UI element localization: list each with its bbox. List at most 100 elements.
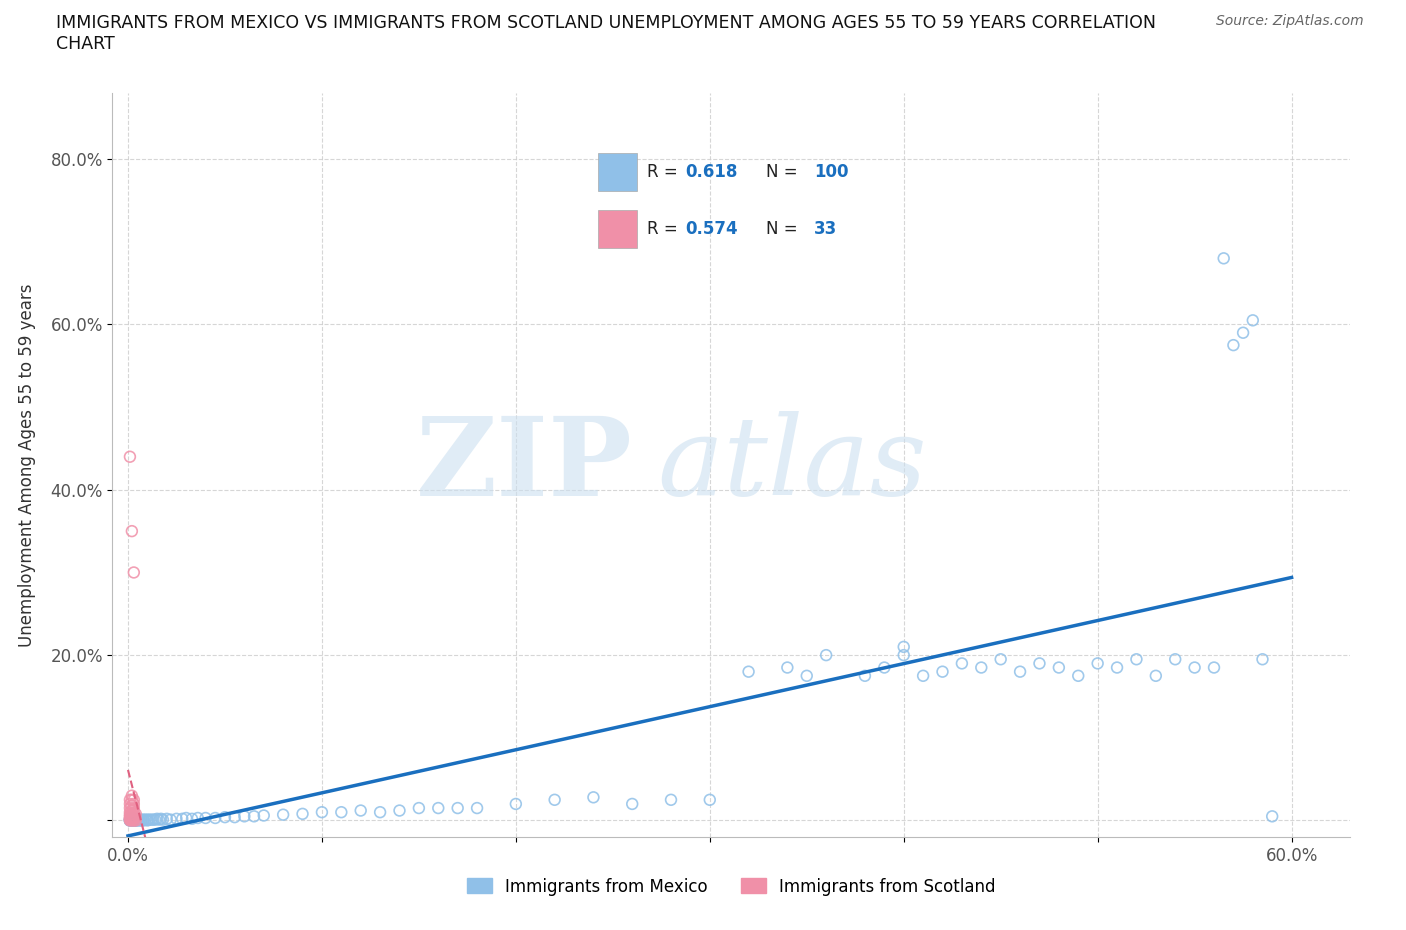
Point [156,811,179,826]
Point [122,813,145,828]
Point [893,640,915,655]
Point [853,669,876,684]
Point [166,811,188,826]
Point [125,813,148,828]
Point [121,804,143,818]
Point [505,796,527,811]
Point [873,660,896,675]
Point [118,812,141,827]
Point [122,804,145,819]
Point [121,812,143,827]
Point [1144,669,1167,684]
Point [148,812,170,827]
Point [1087,656,1109,671]
Point [125,813,148,828]
Point [118,813,141,828]
Point [582,790,605,804]
Point [152,812,174,827]
Point [893,647,915,662]
Point [1028,656,1050,671]
Point [970,660,993,675]
Point [1184,660,1206,675]
Point [118,449,141,464]
Point [174,811,197,826]
Point [543,792,565,807]
Point [122,813,145,828]
Point [122,811,145,826]
Point [122,807,145,822]
Point [181,811,204,826]
Point [172,811,194,826]
Point [737,664,759,679]
Point [912,669,935,684]
Point [465,801,488,816]
Point [118,801,141,816]
Point [122,813,145,828]
Point [990,652,1012,667]
Point [131,812,153,827]
Point [950,656,973,671]
Point [427,801,450,816]
Point [121,792,143,807]
Point [118,813,141,828]
Point [118,796,141,811]
Point [131,813,153,828]
Point [125,812,148,827]
Point [1212,251,1234,266]
Point [214,810,236,825]
Point [159,812,181,827]
Point [621,796,644,811]
Text: IMMIGRANTS FROM MEXICO VS IMMIGRANTS FROM SCOTLAND UNEMPLOYMENT AMONG AGES 55 TO: IMMIGRANTS FROM MEXICO VS IMMIGRANTS FRO… [56,14,1156,32]
Point [368,804,391,819]
Point [118,809,141,824]
Point [121,813,143,828]
Point [121,813,143,828]
Point [796,669,818,684]
Legend: Immigrants from Mexico, Immigrants from Scotland: Immigrants from Mexico, Immigrants from … [467,878,995,896]
Point [271,807,294,822]
Point [122,811,145,826]
Point [1202,660,1225,675]
Point [121,811,143,826]
Point [1232,326,1254,340]
Point [136,813,159,828]
Point [330,804,353,819]
Point [136,812,159,827]
Text: Source: ZipAtlas.com: Source: ZipAtlas.com [1216,14,1364,28]
Point [141,812,163,827]
Point [134,812,156,827]
Point [118,813,141,828]
Point [447,801,470,816]
Point [122,801,145,816]
Point [187,811,209,826]
Point [142,812,165,827]
Point [194,811,217,826]
Point [118,811,141,826]
Point [815,647,838,662]
Point [121,524,143,538]
Point [388,804,411,818]
Point [122,810,145,825]
Point [118,807,141,822]
Point [125,806,148,821]
Point [118,792,141,807]
Point [1251,652,1274,667]
Point [149,811,172,826]
Point [122,812,145,827]
Point [125,812,148,827]
Point [204,811,226,826]
Point [931,664,953,679]
Point [1010,664,1032,679]
Point [143,812,166,827]
Point [121,798,143,813]
Point [291,806,314,821]
Point [138,812,160,827]
Point [699,792,721,807]
Point [121,813,143,828]
Text: atlas: atlas [657,411,927,519]
Point [122,792,145,807]
Point [118,811,141,826]
Point [121,812,143,827]
Point [311,804,333,819]
Point [127,813,149,828]
